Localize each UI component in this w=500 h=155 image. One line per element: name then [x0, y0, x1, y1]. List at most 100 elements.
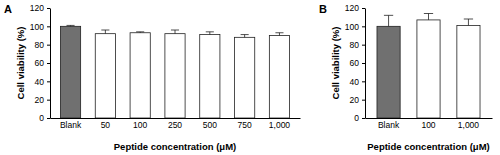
y-axis-title: Cell viability (%): [330, 27, 341, 100]
tick: 20: [35, 95, 50, 105]
tick-label: 40: [350, 77, 360, 87]
tick: Blank: [60, 120, 82, 130]
x-axis-title: Peptide concentration (μM): [367, 141, 489, 152]
tick-label: 100: [345, 22, 359, 32]
error-bar: [206, 32, 214, 35]
panel: 0 20 40 60 80 100 120 Blank 100 1,000 Peptide conc…: [319, 3, 493, 152]
tick: Blank: [378, 120, 400, 130]
panel-label: B: [319, 3, 327, 15]
bar: [377, 26, 400, 118]
tick-label: 80: [350, 40, 360, 50]
error-bar: [241, 35, 249, 38]
tick: 40: [350, 77, 365, 87]
tick: 80: [350, 40, 365, 50]
bar: [269, 36, 289, 119]
error-stem: [279, 33, 280, 36]
error-stem: [175, 30, 176, 34]
tick-label: 1,000: [269, 120, 291, 130]
bar: [457, 25, 480, 118]
panel-label: A: [4, 3, 12, 15]
error-cap: [171, 30, 179, 31]
tick: 100: [30, 22, 50, 32]
bar: [235, 37, 255, 118]
x-axis-title: Peptide concentration (μM): [114, 141, 236, 152]
bar: [200, 35, 220, 118]
error-stem: [105, 30, 106, 34]
plot-area: [60, 25, 289, 118]
error-stem: [428, 14, 429, 20]
tick: 500: [203, 120, 217, 130]
tick-mark: [362, 81, 365, 82]
y-axis: 0 20 40 60 80 100 120: [30, 3, 51, 123]
tick-mark: [47, 100, 50, 101]
tick-mark: [362, 8, 365, 9]
error-bar: [136, 31, 144, 33]
bar: [165, 34, 185, 118]
error-bar: [67, 25, 75, 27]
tick: 80: [35, 40, 50, 50]
error-bar: [424, 14, 433, 20]
axis-line: [366, 118, 493, 119]
tick-mark: [362, 118, 365, 119]
error-cap: [464, 19, 473, 20]
tick-label: 250: [168, 120, 182, 130]
y-axis-title: Cell viability (%): [15, 27, 26, 100]
tick: 60: [35, 58, 50, 68]
error-cap: [101, 30, 109, 31]
tick: 50: [101, 120, 111, 130]
tick-label: 100: [133, 120, 147, 130]
tick: 40: [35, 77, 50, 87]
x-axis: Blank 50 100 250 500 750 1,000: [51, 119, 301, 131]
tick-label: 100: [30, 22, 44, 32]
tick-label: 20: [35, 95, 45, 105]
figure: 0 20 40 60 80 100 120 Blank 50 100 250 500 750 1,000 P…: [0, 0, 500, 155]
tick-label: 120: [30, 3, 44, 13]
error-stem: [209, 32, 210, 35]
plot-area: [377, 14, 480, 119]
tick-label: 120: [345, 3, 359, 13]
error-cap: [136, 31, 144, 32]
y-axis: 0 20 40 60 80 100 120: [345, 3, 366, 123]
error-stem: [244, 35, 245, 38]
tick: 1,000: [269, 120, 291, 130]
tick: 120: [30, 3, 50, 13]
tick-mark: [362, 26, 365, 27]
axis-line: [365, 9, 366, 119]
tick: 60: [350, 58, 365, 68]
tick-mark: [47, 118, 50, 119]
tick: 1,000: [458, 120, 480, 130]
tick: 120: [345, 3, 365, 13]
tick: 100: [421, 120, 435, 130]
error-cap: [384, 15, 393, 16]
tick: 750: [238, 120, 252, 130]
error-cap: [206, 31, 214, 32]
tick-mark: [47, 26, 50, 27]
tick-label: 100: [421, 120, 435, 130]
tick-label: Blank: [60, 120, 82, 130]
tick-mark: [47, 81, 50, 82]
tick-label: 40: [35, 77, 45, 87]
error-stem: [388, 15, 389, 26]
tick-label: 750: [238, 120, 252, 130]
panel: 0 20 40 60 80 100 120 Blank 50 100 250 500 750 1,000 P…: [4, 3, 301, 152]
tick-label: Blank: [378, 120, 400, 130]
tick-mark: [362, 63, 365, 64]
tick-mark: [47, 63, 50, 64]
tick-label: 60: [35, 58, 45, 68]
tick: 20: [350, 95, 365, 105]
tick-label: 50: [101, 120, 111, 130]
tick-label: 0: [354, 113, 359, 123]
error-bar: [275, 33, 283, 36]
tick-label: 0: [39, 113, 44, 123]
tick: 0: [354, 113, 365, 123]
bar: [417, 20, 440, 118]
tick-label: 20: [350, 95, 360, 105]
error-stem: [468, 19, 469, 25]
bar: [60, 26, 80, 118]
tick-label: 1,000: [458, 120, 480, 130]
error-bar: [384, 15, 393, 26]
tick-mark: [362, 100, 365, 101]
tick-mark: [47, 45, 50, 46]
error-bar: [464, 19, 473, 25]
tick-label: 500: [203, 120, 217, 130]
